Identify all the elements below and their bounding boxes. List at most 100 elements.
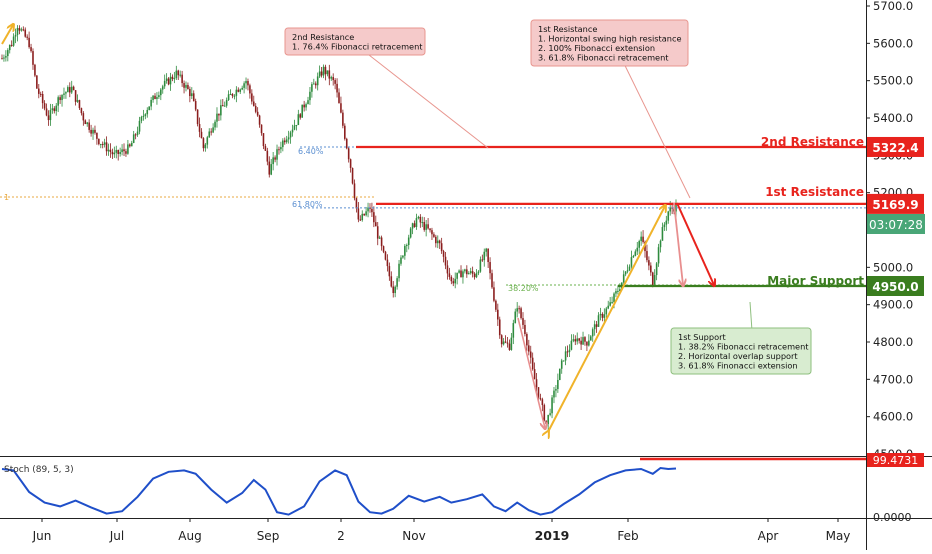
time-tick-label: 2019 — [535, 528, 570, 543]
candle-body — [20, 29, 23, 31]
candle-body — [262, 133, 265, 147]
candle-body — [479, 259, 482, 272]
candle-body — [374, 222, 377, 227]
candle-body — [427, 224, 429, 229]
candle-body — [140, 116, 143, 121]
candle-body — [63, 93, 65, 95]
candle-body — [235, 89, 238, 96]
candle-body — [485, 248, 487, 252]
candle-body — [611, 301, 613, 303]
candle-body — [134, 134, 137, 136]
candle-body — [464, 269, 466, 272]
time-tick-label: Jul — [109, 529, 124, 543]
candle-body — [111, 151, 114, 155]
candle-body — [409, 228, 412, 238]
candle-body — [622, 274, 625, 283]
candle-body — [67, 87, 69, 93]
candle-body — [65, 92, 67, 94]
candle-body — [252, 101, 255, 106]
candle-body — [138, 120, 141, 132]
candle-body — [181, 74, 183, 84]
candle-body — [295, 125, 298, 127]
candle-body — [291, 129, 294, 133]
candle-body — [14, 34, 17, 37]
candle-body — [165, 78, 168, 81]
candle-body — [555, 389, 557, 391]
candle-body — [444, 256, 447, 266]
candle-body — [500, 335, 503, 345]
candle-body — [378, 237, 381, 239]
candle-body — [3, 57, 5, 59]
candle-body — [429, 228, 431, 231]
candle-body — [539, 398, 542, 400]
candle-body — [508, 343, 511, 350]
candle-body — [45, 108, 48, 116]
price-tick-label: 5000.0 — [873, 260, 913, 274]
candle-body — [314, 83, 317, 86]
candle-body — [597, 315, 600, 327]
candle-body — [458, 270, 460, 273]
candle-body — [136, 131, 139, 135]
candle-body — [661, 227, 664, 241]
candle-body — [433, 234, 435, 237]
candle-body — [442, 251, 445, 257]
candle-body — [247, 81, 249, 86]
price-tick-label: 4900.0 — [873, 298, 913, 312]
candle-body — [301, 104, 304, 118]
candle-body — [68, 87, 71, 93]
candle-body — [588, 340, 590, 346]
fib-label-61-80: 61.80% — [292, 200, 323, 209]
candle-body — [357, 208, 360, 220]
candle-body — [119, 152, 121, 155]
candle-body — [650, 265, 652, 273]
candle-body — [101, 144, 104, 146]
candle-body — [202, 138, 205, 149]
level-price-tag — [867, 193, 924, 214]
candle-body — [504, 341, 507, 343]
time-tick-label: 2 — [337, 529, 345, 543]
note-1st-support-line: 3. 61.8% Finonacci extension — [678, 361, 798, 371]
candle-body — [648, 260, 650, 266]
candle-body — [498, 319, 501, 336]
candle-body — [413, 223, 416, 228]
candle-body — [233, 95, 236, 97]
note-1st-resistance-line: 1st Resistance — [538, 24, 597, 34]
candle-body — [384, 251, 387, 260]
candle-body — [340, 103, 342, 113]
candle-body — [299, 114, 302, 118]
candle-body — [324, 66, 327, 75]
note-2nd-resistance-line: 1. 76.4% Fibonacci retracement — [292, 42, 423, 52]
time-tick-label: Nov — [402, 529, 425, 543]
candle-body — [132, 134, 135, 143]
candle-body — [268, 161, 271, 175]
candle-body — [675, 203, 677, 212]
candle-body — [400, 257, 402, 264]
candle-body — [642, 236, 644, 242]
candle-body — [487, 248, 489, 263]
candle-body — [576, 338, 579, 342]
candle-body — [210, 131, 212, 133]
candle-body — [371, 208, 373, 213]
candle-body — [332, 77, 334, 81]
candle-body — [390, 276, 393, 287]
candle-body — [405, 245, 408, 247]
candle-body — [204, 144, 207, 149]
candle-body — [613, 293, 615, 302]
price-tick-label: 4700.0 — [873, 372, 913, 386]
candle-body — [529, 351, 532, 358]
candle-body — [117, 150, 120, 155]
candle-body — [51, 108, 54, 111]
candle-body — [520, 308, 522, 319]
candle-body — [167, 78, 170, 85]
candle-body — [241, 87, 243, 90]
candle-body — [438, 240, 441, 244]
candle-body — [160, 89, 162, 96]
candle-body — [421, 222, 424, 224]
candle-body — [280, 147, 282, 150]
candle-body — [394, 286, 396, 294]
note-1st-support-line: 2. Horizontal overlap support — [678, 351, 798, 361]
candle-body — [632, 255, 635, 258]
candle-body — [355, 198, 358, 209]
